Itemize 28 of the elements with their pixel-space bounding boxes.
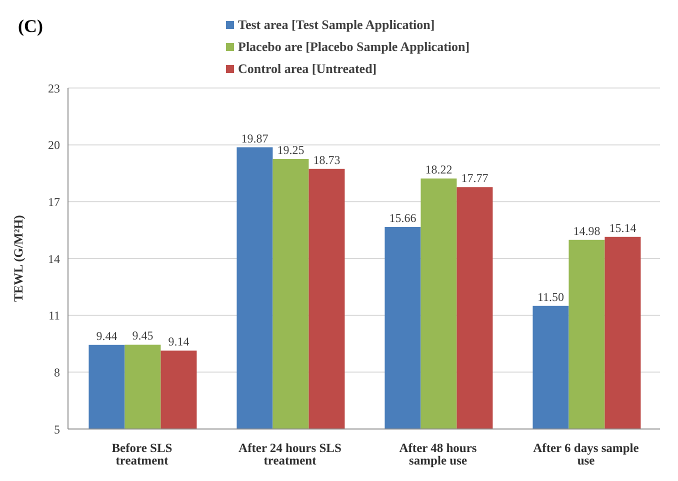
y-tick-label: 5 bbox=[54, 422, 60, 436]
x-tick-label: After 24 hours SLS treatment bbox=[238, 440, 342, 468]
y-axis-title: TEWL (G/M²H) bbox=[11, 215, 26, 302]
y-tick-label: 17 bbox=[48, 194, 60, 209]
legend-label: Placebo are [Placebo Sample Application] bbox=[238, 39, 470, 55]
chart-title: (C) bbox=[18, 16, 43, 37]
data-label: 19.25 bbox=[277, 143, 304, 158]
x-tick-label: After 48 hours sample use bbox=[399, 440, 477, 468]
legend-label: Test area [Test Sample Application] bbox=[238, 17, 435, 33]
y-tick-label: 23 bbox=[48, 81, 60, 96]
y-tick-label: 14 bbox=[48, 252, 60, 266]
data-label: 9.45 bbox=[132, 328, 154, 343]
data-label: 9.14 bbox=[168, 334, 190, 349]
data-label: 18.22 bbox=[425, 162, 452, 177]
y-tick-label: 20 bbox=[48, 138, 60, 152]
data-label: 15.66 bbox=[389, 211, 416, 226]
data-label: 19.87 bbox=[241, 131, 268, 146]
data-label: 15.14 bbox=[609, 220, 636, 235]
x-tick-label: Before SLS treatment bbox=[112, 440, 172, 468]
legend-label: Control area [Untreated] bbox=[238, 61, 377, 77]
data-label: 18.73 bbox=[313, 152, 340, 167]
x-tick-label: After 6 days sample use bbox=[533, 440, 640, 468]
data-label: 17.77 bbox=[461, 171, 488, 186]
data-label: 11.50 bbox=[537, 290, 564, 304]
y-tick-label: 8 bbox=[54, 365, 60, 380]
data-label: 9.44 bbox=[96, 328, 118, 343]
y-tick-label: 11 bbox=[48, 308, 60, 323]
data-label: 14.98 bbox=[573, 224, 600, 238]
